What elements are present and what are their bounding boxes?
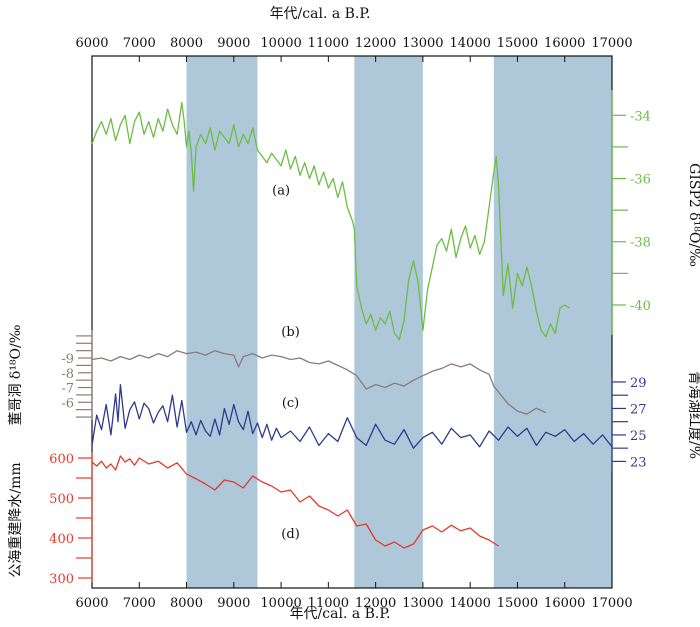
x-tick-label-bottom: 9000 — [217, 596, 250, 611]
x-tick-label-bottom: 10000 — [260, 596, 301, 611]
x-tick-label-bottom: 6000 — [75, 596, 108, 611]
y-tick-label-a: -34 — [630, 109, 651, 124]
x-tick-label-top: 8000 — [170, 36, 203, 51]
x-tick-label-bottom: 17000 — [591, 596, 632, 611]
x-tick-label-top: 10000 — [260, 36, 301, 51]
x-tick-label-bottom: 8000 — [170, 596, 203, 611]
y-tick-label-d: 500 — [49, 492, 74, 507]
x-tick-label-top: 14000 — [450, 36, 491, 51]
y-tick-label-c: 23 — [630, 455, 647, 470]
series-line-b — [91, 350, 547, 415]
x-axes: 6000 6000 7000 7000 8000 8000 9000 9000 10000 100… — [75, 36, 632, 611]
x-tick-label-bottom: 12000 — [355, 596, 396, 611]
x-axis-title-bottom: 年代/cal. a B.P. — [290, 606, 391, 622]
panel-label-c: (c) — [282, 396, 299, 411]
shaded-interval — [354, 56, 423, 588]
y-tick-label-a: -40 — [630, 299, 651, 314]
series-line-d — [91, 455, 499, 549]
x-tick-label-bottom: 7000 — [123, 596, 156, 611]
x-tick-label-top: 15000 — [497, 36, 538, 51]
x-tick-label-top: 9000 — [217, 36, 250, 51]
y-axis-title-c: 青海湖红度/% — [686, 371, 700, 459]
x-axis-title-top: 年代/cal. a B.P. — [270, 6, 371, 22]
y-tick-label-c: 25 — [630, 429, 647, 444]
y-tick-label-d: 400 — [49, 532, 74, 547]
x-tick-label-top: 7000 — [123, 36, 156, 51]
x-tick-label-top: 12000 — [355, 36, 396, 51]
series-line-a — [91, 101, 570, 341]
y-tick-label-d: 300 — [49, 572, 74, 587]
x-tick-label-bottom: 13000 — [402, 596, 443, 611]
panel-label-d: (d) — [281, 527, 299, 542]
y-tick-label-c: 29 — [630, 376, 647, 391]
x-tick-label-bottom: 15000 — [497, 596, 538, 611]
panel-label-a: (a) — [272, 183, 290, 198]
y-axis-title-b: 董哥洞 δ¹⁸O/‰ — [8, 324, 24, 425]
y-tick-label-b: -6 — [61, 396, 74, 411]
shaded-interval — [186, 56, 258, 588]
x-tick-label-bottom: 16000 — [544, 596, 585, 611]
x-tick-label-top: 17000 — [591, 36, 632, 51]
x-tick-label-top: 13000 — [402, 36, 443, 51]
y-tick-label-d: 600 — [49, 452, 74, 467]
y-axes: -34 -36 -38 -40 GISP2 δ¹⁸O/‰ -9-8-7-6 董哥洞 δ¹⁸O… — [8, 90, 700, 587]
series-line-c — [91, 383, 613, 449]
y-axis-title-a: GISP2 δ¹⁸O/‰ — [686, 163, 700, 267]
y-axis-title-d: 公海重建降水/mm — [8, 462, 24, 577]
shaded-intervals — [186, 56, 612, 588]
shaded-interval — [493, 56, 612, 588]
y-tick-label-a: -36 — [630, 173, 651, 188]
panel-label-b: (b) — [281, 325, 299, 340]
y-tick-label-c: 27 — [630, 402, 647, 417]
y-tick-label-b: -9 — [61, 352, 74, 367]
x-tick-label-bottom: 14000 — [450, 596, 491, 611]
y-tick-label-b: -8 — [61, 367, 74, 382]
y-tick-label-a: -38 — [630, 236, 651, 251]
x-tick-label-top: 6000 — [75, 36, 108, 51]
x-tick-label-bottom: 11000 — [308, 596, 349, 611]
y-tick-label-b: -7 — [61, 382, 74, 397]
x-tick-label-top: 11000 — [308, 36, 349, 51]
x-tick-label-top: 16000 — [544, 36, 585, 51]
series-lines: (a) (b) (c) (d) — [91, 101, 613, 549]
